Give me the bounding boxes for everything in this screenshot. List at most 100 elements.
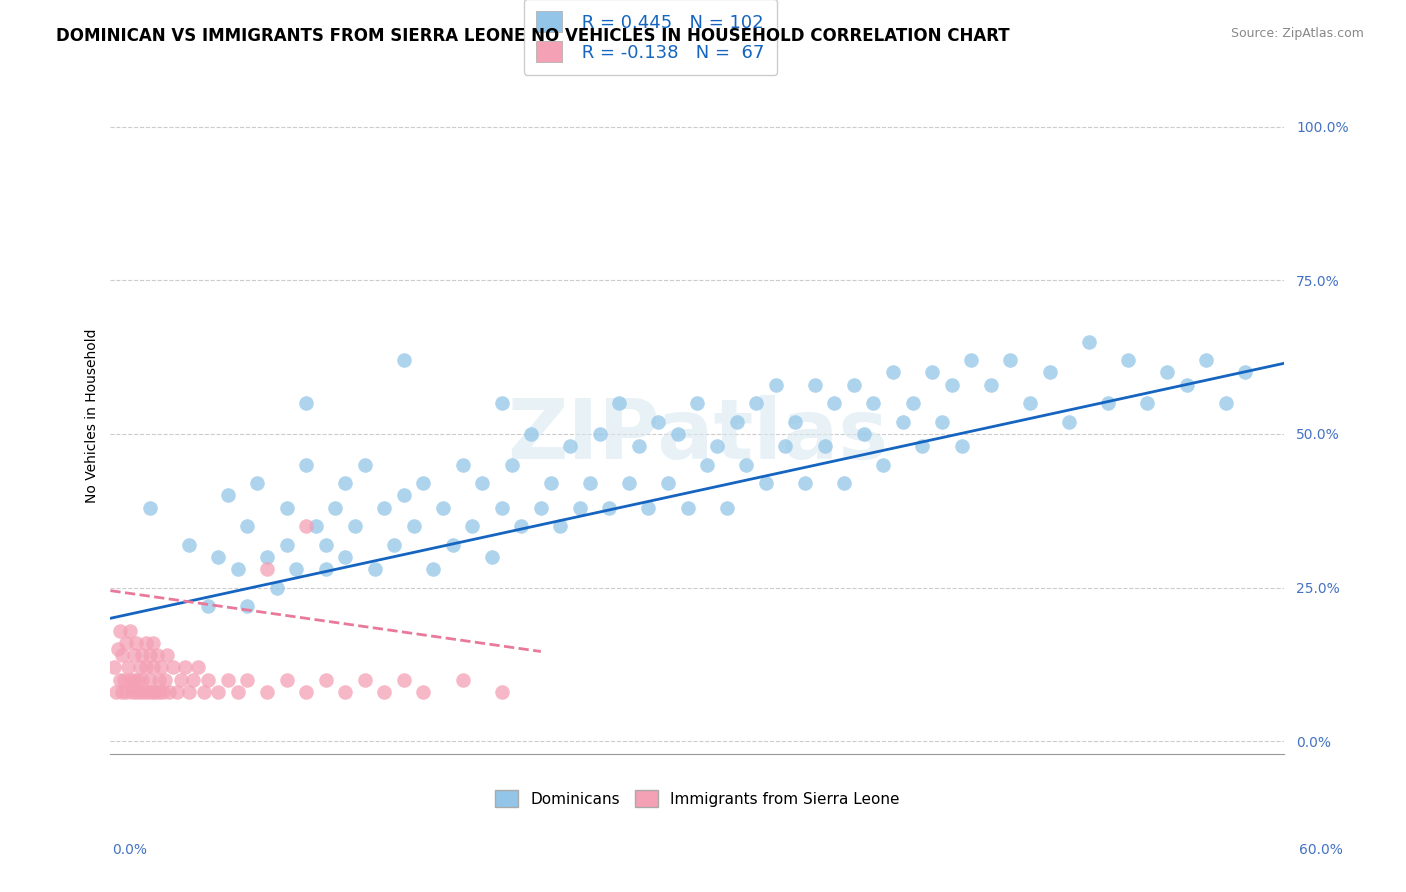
Point xyxy=(141,685,163,699)
Point xyxy=(105,685,128,699)
Point xyxy=(197,673,219,687)
Point xyxy=(108,673,131,687)
Point xyxy=(125,685,148,699)
Point xyxy=(412,685,434,699)
Point xyxy=(152,685,174,699)
Point xyxy=(510,519,533,533)
Point xyxy=(146,648,169,663)
Point xyxy=(491,500,513,515)
Point xyxy=(166,685,188,699)
Point xyxy=(226,562,249,576)
Point xyxy=(1234,366,1257,380)
Point xyxy=(627,439,650,453)
Point xyxy=(461,519,484,533)
Point xyxy=(569,500,592,515)
Point xyxy=(716,500,738,515)
Point xyxy=(156,648,179,663)
Point xyxy=(217,673,239,687)
Point xyxy=(1019,396,1042,410)
Point xyxy=(117,660,139,674)
Point xyxy=(353,673,375,687)
Point xyxy=(666,426,689,441)
Point xyxy=(128,685,150,699)
Point xyxy=(335,476,357,491)
Point xyxy=(931,415,953,429)
Point xyxy=(530,500,553,515)
Point xyxy=(382,537,405,551)
Point xyxy=(911,439,934,453)
Point xyxy=(266,581,288,595)
Point xyxy=(353,458,375,472)
Point xyxy=(550,519,572,533)
Point xyxy=(686,396,709,410)
Point xyxy=(392,488,415,502)
Point xyxy=(891,415,914,429)
Point xyxy=(980,377,1002,392)
Point xyxy=(373,685,395,699)
Point xyxy=(131,648,153,663)
Point xyxy=(335,549,357,564)
Point xyxy=(118,624,141,638)
Point xyxy=(588,426,610,441)
Point xyxy=(132,685,155,699)
Point xyxy=(197,599,219,613)
Point xyxy=(725,415,748,429)
Point xyxy=(135,660,157,674)
Point xyxy=(1077,334,1099,349)
Text: Source: ZipAtlas.com: Source: ZipAtlas.com xyxy=(1230,27,1364,40)
Point xyxy=(335,685,357,699)
Point xyxy=(901,396,924,410)
Point xyxy=(128,660,150,674)
Point xyxy=(315,673,337,687)
Point xyxy=(617,476,640,491)
Point xyxy=(647,415,669,429)
Point xyxy=(148,685,170,699)
Point xyxy=(794,476,817,491)
Point xyxy=(150,660,173,674)
Point xyxy=(122,673,145,687)
Point xyxy=(121,685,143,699)
Point xyxy=(637,500,659,515)
Point xyxy=(520,426,543,441)
Point xyxy=(960,353,983,368)
Point xyxy=(1195,353,1218,368)
Point xyxy=(412,476,434,491)
Point xyxy=(745,396,768,410)
Point xyxy=(285,562,308,576)
Point xyxy=(217,488,239,502)
Point xyxy=(131,673,153,687)
Point xyxy=(142,660,165,674)
Point xyxy=(392,673,415,687)
Point xyxy=(1215,396,1237,410)
Point xyxy=(226,685,249,699)
Point xyxy=(402,519,425,533)
Point xyxy=(852,426,875,441)
Point xyxy=(607,396,630,410)
Point xyxy=(775,439,797,453)
Point xyxy=(451,458,474,472)
Point xyxy=(578,476,600,491)
Point xyxy=(921,366,943,380)
Text: 60.0%: 60.0% xyxy=(1299,843,1343,857)
Point xyxy=(246,476,269,491)
Point xyxy=(193,685,215,699)
Point xyxy=(441,537,464,551)
Point xyxy=(107,642,129,657)
Point xyxy=(177,685,200,699)
Point xyxy=(325,500,347,515)
Point xyxy=(950,439,973,453)
Point xyxy=(1175,377,1198,392)
Point xyxy=(145,685,167,699)
Point xyxy=(236,599,259,613)
Point xyxy=(1000,353,1022,368)
Point xyxy=(941,377,963,392)
Point xyxy=(842,377,865,392)
Point xyxy=(451,673,474,687)
Point xyxy=(882,366,904,380)
Point xyxy=(115,636,138,650)
Point xyxy=(256,685,278,699)
Point xyxy=(872,458,894,472)
Point xyxy=(207,685,229,699)
Point xyxy=(276,537,298,551)
Text: ZIPatlas: ZIPatlas xyxy=(508,395,889,476)
